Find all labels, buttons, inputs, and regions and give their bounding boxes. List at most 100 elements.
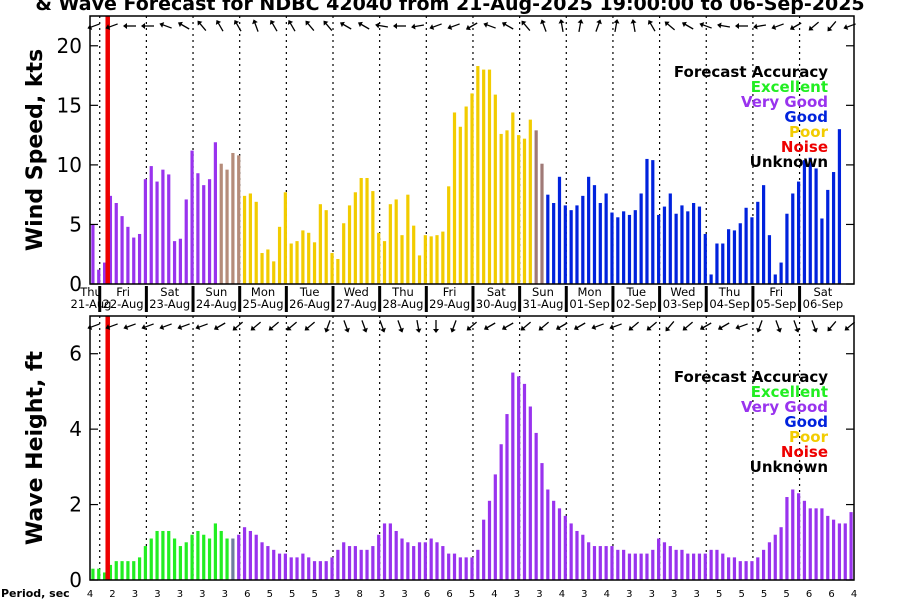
- wind-speed-bar: [120, 216, 124, 284]
- direction-arrow-icon: [466, 321, 478, 331]
- direction-arrow-icon: [501, 21, 514, 30]
- wave-height-bar: [102, 572, 107, 580]
- wave-height-bar: [785, 497, 789, 580]
- direction-arrow-icon: [195, 323, 208, 330]
- wind-speed-bar: [172, 241, 177, 284]
- wave-height-bar: [97, 568, 101, 580]
- day-separator: [238, 286, 242, 312]
- legend-item: Very Good: [741, 398, 828, 416]
- wave-height-bar: [406, 542, 410, 580]
- wave-height-bar: [312, 561, 317, 580]
- day-date-label: 30-Aug: [476, 297, 517, 311]
- direction-arrow-icon: [844, 321, 856, 331]
- arrow-head: [380, 327, 386, 333]
- wave-height-bar: [505, 414, 509, 580]
- arrow-head: [735, 324, 741, 330]
- wind-speed-bar: [254, 201, 258, 284]
- wind-speed-bar: [557, 176, 562, 284]
- wind-speed-bar: [604, 193, 608, 284]
- arrow-head: [465, 24, 471, 31]
- wave-height-bar: [91, 568, 95, 580]
- arrow-head: [753, 23, 758, 30]
- wind-speed-bar: [587, 176, 591, 284]
- arrow-head: [415, 328, 422, 333]
- wind-speed-bar: [668, 193, 672, 284]
- direction-arrow-icon: [159, 323, 172, 330]
- direction-arrow-icon: [105, 323, 118, 330]
- arrow-head: [398, 327, 404, 333]
- wind-speed-bar: [289, 243, 293, 284]
- day-date-label: 28-Aug: [382, 297, 423, 311]
- period-value: 3: [177, 589, 183, 600]
- direction-arrow-icon: [520, 321, 532, 331]
- direction-arrow-icon: [827, 320, 837, 332]
- arrow-head: [123, 23, 127, 29]
- wave-height-bar: [347, 546, 352, 580]
- day-name-label: Fri: [116, 285, 130, 299]
- direction-arrow-icon: [613, 19, 620, 33]
- direction-arrow-icon: [361, 320, 368, 333]
- day-name-label: Tue: [625, 285, 646, 299]
- wave-height-bar: [587, 542, 591, 580]
- wind-speed-bar: [132, 237, 136, 284]
- wave-height-bar: [417, 542, 422, 580]
- wave-height-bar: [721, 553, 725, 580]
- wind-speed-bar: [721, 243, 725, 284]
- arrow-head: [305, 20, 311, 26]
- wave-height-bar: [272, 549, 276, 580]
- wind-speed-bar: [773, 274, 777, 284]
- legend-item: Good: [784, 108, 828, 126]
- wind-speed-bar: [820, 218, 824, 284]
- day-separator: [518, 286, 522, 312]
- wind-speed-bar: [831, 172, 836, 284]
- day-name-label: Thu: [79, 285, 102, 299]
- wind-speed-bar: [610, 212, 614, 284]
- direction-arrow-icon: [483, 322, 496, 331]
- direction-arrow-icon: [465, 22, 478, 31]
- wave-height-bar: [598, 546, 602, 580]
- wave-height-bar: [627, 553, 632, 580]
- arrow-head: [630, 19, 637, 24]
- wind-speed-bar: [657, 214, 661, 284]
- wave-height-bar: [225, 538, 229, 580]
- arrow-head: [213, 324, 219, 331]
- wave-height-bar: [616, 549, 620, 580]
- arrow-head: [682, 325, 688, 331]
- wind-speed-bar: [744, 207, 748, 284]
- period-value: 6: [806, 589, 812, 600]
- wave-height-bar: [441, 546, 445, 580]
- arrow-head: [324, 327, 330, 333]
- direction-arrow-icon: [808, 21, 820, 31]
- wind-speed-bar: [225, 169, 229, 284]
- legend-item: Noise: [781, 443, 828, 461]
- wave-height-bar: [575, 530, 579, 580]
- arrow-head: [357, 21, 363, 28]
- wind-speed-bar: [429, 236, 433, 284]
- day-separator: [284, 286, 288, 312]
- wind-speed-bar: [266, 249, 270, 284]
- wave-height-bar: [120, 561, 124, 580]
- arrow-head: [776, 327, 782, 333]
- wave-height-bar: [750, 561, 754, 580]
- arrow-head: [827, 26, 833, 32]
- arrow-head: [501, 21, 507, 28]
- arrow-head: [665, 326, 671, 332]
- wind-speed-bar: [365, 177, 369, 284]
- arrow-head: [323, 20, 329, 26]
- wind-speed-bar: [470, 93, 474, 284]
- wind-speed-bar: [207, 179, 212, 284]
- y-axis-label: Wave Height, ft: [23, 350, 48, 545]
- day-name-label: Sat: [487, 285, 506, 299]
- arrow-head: [596, 19, 602, 25]
- direction-arrow-icon: [177, 21, 190, 30]
- direction-arrow-icon: [483, 22, 496, 29]
- day-separator: [331, 286, 335, 312]
- wave-height-bar: [552, 500, 556, 580]
- legend-item: Poor: [789, 123, 829, 141]
- wind-speed-bar: [260, 253, 264, 284]
- wind-speed-bar: [692, 203, 696, 284]
- wind-speed-bar: [417, 255, 422, 284]
- arrow-head: [573, 324, 579, 331]
- wave-height-bar: [336, 549, 340, 580]
